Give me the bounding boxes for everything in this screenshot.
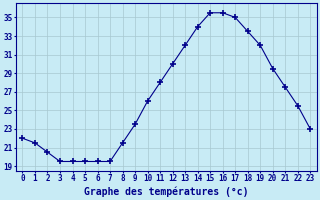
- X-axis label: Graphe des températures (°c): Graphe des températures (°c): [84, 186, 249, 197]
